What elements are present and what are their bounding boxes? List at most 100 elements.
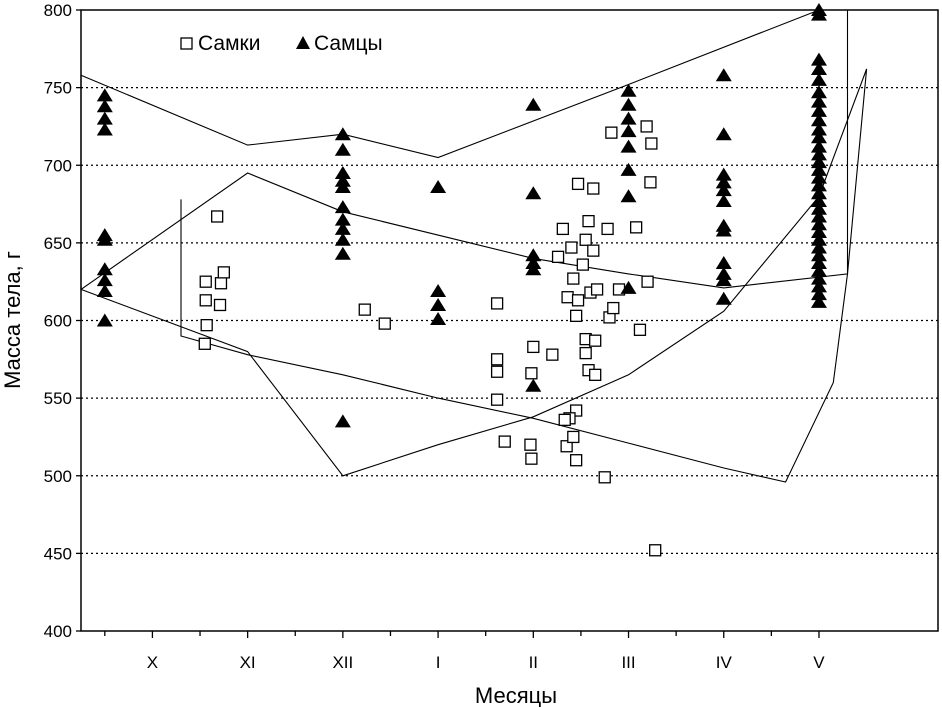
male-point: [96, 88, 113, 102]
female-point: [490, 353, 504, 366]
female-point: [213, 298, 227, 312]
male-point: [96, 111, 113, 125]
range-outline: [80, 68, 868, 483]
male-point: [810, 256, 827, 270]
male-point: [715, 127, 732, 141]
female-point: [644, 176, 657, 189]
female-point: [567, 272, 580, 285]
female-point: [525, 367, 538, 380]
male-point: [810, 279, 827, 293]
female-point: [200, 319, 213, 332]
female-point: [579, 346, 592, 360]
male-point: [715, 175, 732, 189]
male-point: [430, 297, 447, 311]
male-point: [430, 179, 447, 193]
male-point: [96, 232, 113, 246]
y-tick-label: 400: [44, 622, 72, 641]
female-point: [587, 182, 600, 195]
male-point: [810, 122, 827, 136]
female-point: [527, 340, 540, 354]
male-point: [620, 111, 637, 125]
female-point: [490, 393, 504, 406]
x-tick-label: IV: [716, 653, 733, 672]
female-point: [214, 277, 228, 290]
male-point: [810, 201, 827, 215]
male-point: [810, 139, 827, 153]
female-point: [640, 120, 653, 133]
y-tick-label: 750: [44, 79, 72, 98]
female-point: [570, 309, 583, 322]
female-point: [633, 323, 647, 336]
male-point: [620, 139, 637, 153]
female-point: [558, 413, 571, 427]
female-point: [570, 454, 583, 467]
male-point: [810, 155, 827, 169]
female-point: [546, 348, 559, 361]
male-point: [96, 262, 113, 276]
female-point: [576, 258, 589, 271]
male-point: [525, 248, 542, 262]
male-point: [334, 127, 351, 141]
male-point: [334, 142, 351, 156]
female-point: [607, 301, 620, 315]
female-point: [567, 430, 580, 444]
female-point: [601, 222, 614, 236]
range-outlines: [80, 9, 868, 483]
female-point: [571, 177, 585, 191]
male-point: [620, 97, 637, 111]
x-tick-label: XI: [240, 653, 256, 672]
male-point: [810, 178, 827, 192]
legend-label-males: Самцы: [314, 32, 383, 55]
male-point: [715, 193, 732, 207]
male-point: [810, 186, 827, 200]
y-axis-title: Масса тела, г: [0, 251, 25, 389]
female-point: [378, 317, 391, 330]
female-point: [498, 435, 511, 448]
male-point: [430, 311, 447, 325]
male-point: [810, 113, 827, 127]
female-point: [587, 244, 600, 257]
x-tick-label: XII: [332, 653, 353, 672]
male-point: [810, 61, 827, 75]
legend-marker-females: [180, 37, 193, 50]
male-point: [810, 147, 827, 161]
male-point: [334, 221, 351, 235]
x-axis-title: Месяцы: [475, 683, 557, 707]
female-point: [589, 368, 602, 381]
male-point: [525, 97, 542, 111]
male-point: [620, 189, 637, 203]
female-point: [199, 275, 212, 288]
male-point: [334, 232, 351, 246]
male-point: [620, 162, 637, 176]
male-point: [334, 200, 351, 214]
female-point: [525, 452, 538, 465]
y-tick-label: 800: [44, 1, 72, 20]
legend-label-females: Самки: [198, 32, 260, 55]
male-point: [715, 68, 732, 82]
male-point: [96, 99, 113, 113]
male-point: [810, 162, 827, 176]
female-point: [645, 137, 658, 150]
range-outline: [80, 9, 849, 291]
x-tick-label: V: [813, 653, 825, 672]
male-point: [810, 248, 827, 262]
female-point: [561, 291, 574, 304]
male-point: [525, 186, 542, 200]
male-point: [715, 291, 732, 305]
female-point: [579, 233, 592, 246]
male-point: [96, 313, 113, 327]
female-point: [556, 222, 569, 236]
y-tick-label: 500: [44, 467, 72, 486]
y-tick-label: 650: [44, 234, 72, 253]
male-point: [810, 170, 827, 184]
y-tick-label: 550: [44, 389, 72, 408]
data-points: [96, 3, 827, 557]
female-point: [598, 471, 611, 484]
female-point: [589, 334, 602, 347]
male-point: [810, 217, 827, 231]
male-point: [810, 209, 827, 223]
x-tick-label: I: [436, 653, 441, 672]
male-point: [620, 280, 637, 294]
